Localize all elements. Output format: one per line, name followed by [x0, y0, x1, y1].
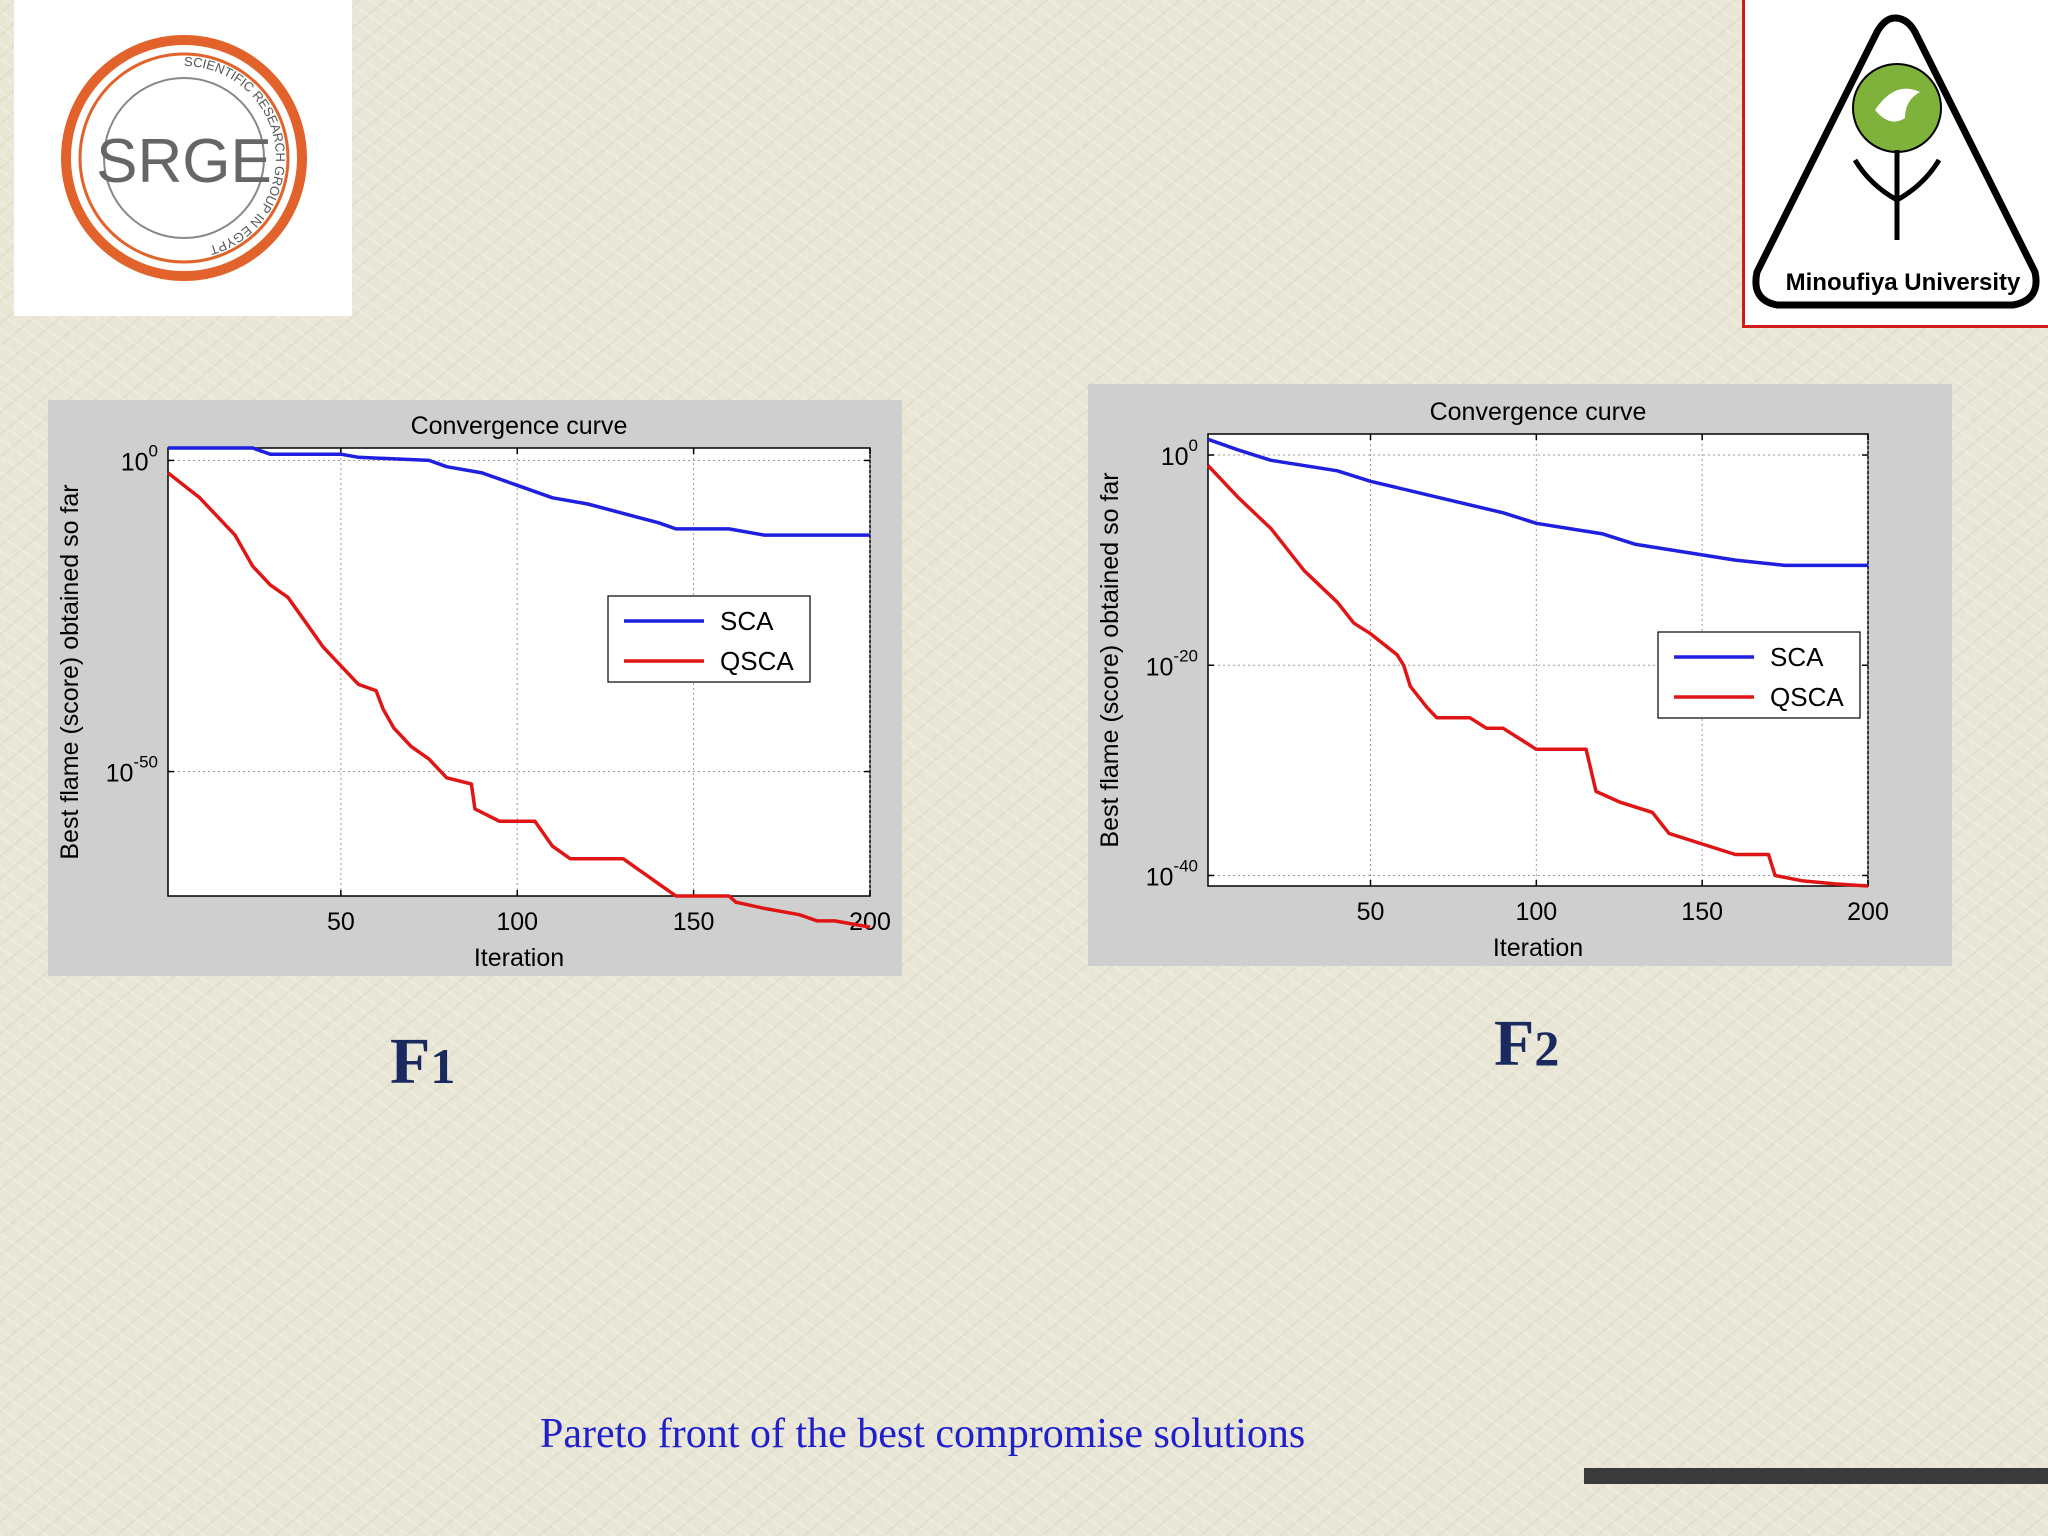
series-line-sca	[1207, 437, 1868, 568]
y-tick-label: 10-40	[1146, 856, 1198, 891]
series-line-sca	[168, 446, 870, 537]
chart-f1: 50 100 150 200 100 10-50 Convergence curve Iter…	[56, 412, 891, 972]
chart-f2: 50 100 150 200 100 10-20 10-40 Convergence curv…	[1096, 398, 1889, 962]
legend-label-sca: SCA	[720, 606, 774, 636]
y-axis-label: Best flame (score) obtained so far	[56, 484, 84, 859]
y-tick-label: 10-50	[106, 753, 158, 788]
legend-box	[1657, 631, 1861, 719]
x-tick-label: 200	[849, 908, 891, 936]
legend-label-sca: SCA	[1770, 642, 1824, 672]
figure-label-f2: F2	[1494, 1007, 1560, 1080]
series-line-qsca	[1206, 464, 1869, 888]
minoufiya-logo-text: Minoufiya University	[1786, 269, 2021, 296]
series-line-qsca	[166, 471, 871, 929]
chart-f1-panel: 50 100 150 200 100 10-50 Convergence curve Iter…	[48, 400, 902, 976]
minoufiya-logo: Minoufiya University	[1742, 0, 2048, 328]
x-tick-label: 100	[1515, 898, 1557, 926]
srge-logo: SRGE SCIENTIFIC RESEARCH GROUP IN EGYPT	[14, 0, 352, 316]
footer-bar	[1584, 1468, 2048, 1484]
x-tick-label: 50	[1357, 898, 1385, 926]
y-axis-label: Best flame (score) obtained so far	[1096, 472, 1124, 847]
legend-label-qsca: QSCA	[720, 646, 794, 676]
x-tick-label: 150	[673, 908, 715, 936]
y-tick-label: 10-20	[1146, 646, 1198, 681]
legend-label-qsca: QSCA	[1770, 682, 1844, 712]
chart-f2-panel: 50 100 150 200 100 10-20 10-40 Convergence curv…	[1088, 384, 1952, 966]
x-tick-label: 200	[1847, 898, 1889, 926]
y-tick-label: 100	[1161, 436, 1198, 471]
legend-box	[607, 595, 811, 683]
chart-title: Convergence curve	[1430, 398, 1647, 426]
caption: Pareto front of the best compromise solu…	[540, 1411, 1306, 1457]
x-tick-label: 50	[327, 908, 355, 936]
y-tick-label: 100	[121, 441, 158, 476]
x-tick-label: 150	[1681, 898, 1723, 926]
srge-logo-text: SRGE	[96, 127, 272, 196]
x-tick-label: 100	[496, 908, 538, 936]
figure-label-f1: F1	[390, 1025, 456, 1098]
x-axis-label: Iteration	[1493, 934, 1583, 962]
x-axis-label: Iteration	[474, 944, 564, 972]
chart-title: Convergence curve	[411, 412, 628, 440]
